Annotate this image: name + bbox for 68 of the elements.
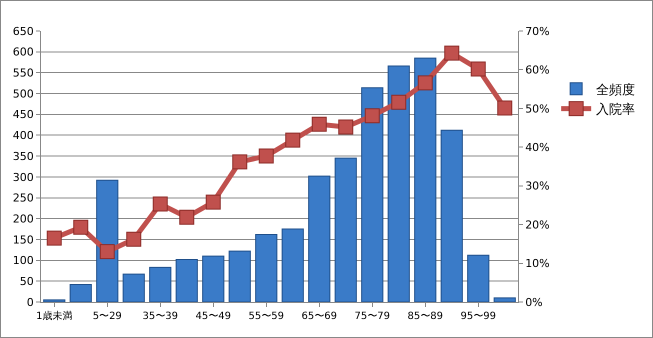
bar [176, 258, 198, 302]
y-tick-label: 650 [12, 24, 34, 38]
x-tick-label: 55〜59 [248, 311, 284, 322]
bar [388, 66, 410, 302]
bar [440, 130, 463, 302]
point [258, 148, 274, 164]
y2-tick-label: 0% [525, 296, 543, 309]
bar [282, 228, 304, 302]
point [206, 194, 221, 210]
bar [308, 176, 330, 302]
bar [414, 58, 436, 302]
point [497, 100, 512, 116]
bar [70, 284, 92, 302]
y-tick-label: 300 [12, 170, 34, 184]
point [126, 232, 142, 247]
y2-tick-label: 40% [525, 140, 550, 154]
x-tick-label: 75〜79 [354, 311, 390, 322]
bar [494, 297, 516, 302]
y2-tick-label: 70% [525, 24, 550, 38]
bar [149, 266, 172, 302]
point [470, 61, 486, 76]
y-tick-label: 500 [12, 87, 34, 100]
y2-tick-label: 60% [525, 64, 550, 77]
y-tick-label: 450 [12, 108, 34, 122]
x-tick-label: 85〜89 [408, 311, 443, 322]
y-tick-label: 350 [12, 150, 34, 163]
bar [467, 254, 490, 302]
bar [361, 87, 384, 302]
bar [228, 250, 251, 302]
y-tick-label: 200 [12, 212, 34, 226]
point [364, 108, 380, 124]
y-tick-label: 550 [12, 66, 34, 80]
x-tick-label: 95〜99 [460, 311, 496, 322]
x-tick-label: 1歳未満 [36, 310, 72, 322]
y2-tick-label: 50% [525, 102, 550, 116]
y-tick-label: 100 [12, 254, 34, 268]
x-tick-label: 65〜69 [302, 311, 337, 322]
point [232, 154, 248, 170]
point [152, 196, 168, 212]
legend-label: 入院率 [596, 102, 636, 118]
y-tick-label: 600 [12, 46, 34, 59]
x-tick-label: 35〜39 [142, 311, 178, 322]
point [73, 220, 88, 235]
point [312, 116, 327, 132]
y2-tick-label: 20% [525, 218, 550, 232]
y-tick-label: 0 [26, 296, 34, 309]
bar [202, 256, 224, 302]
point [100, 244, 115, 260]
point [391, 94, 406, 110]
y-tick-label: 400 [12, 129, 34, 142]
x-tick-label: 45〜49 [196, 311, 231, 322]
y-tick-label: 50 [20, 275, 34, 288]
bar [43, 299, 66, 302]
point [179, 210, 194, 225]
point [418, 75, 433, 90]
x-tick-label: 5〜29 [92, 311, 122, 322]
point [285, 132, 300, 148]
point [46, 230, 62, 246]
bar [334, 158, 357, 302]
point [444, 46, 460, 61]
bar [122, 274, 145, 302]
y-tick-label: 150 [12, 233, 34, 246]
y-tick-label: 250 [12, 192, 34, 205]
y2-tick-label: 30% [525, 180, 550, 193]
legend-label: 全頻度 [596, 82, 636, 98]
bar [255, 234, 278, 302]
point [338, 120, 354, 135]
y2-tick-label: 10% [525, 257, 550, 270]
